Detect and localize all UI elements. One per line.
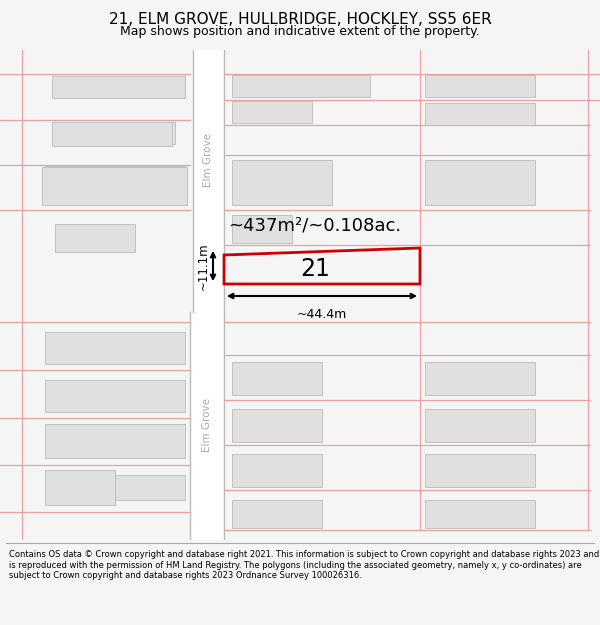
Text: 21, ELM GROVE, HULLBRIDGE, HOCKLEY, SS5 6ER: 21, ELM GROVE, HULLBRIDGE, HOCKLEY, SS5 … bbox=[109, 12, 491, 28]
Bar bbox=[232, 75, 370, 97]
Bar bbox=[55, 77, 185, 97]
Bar bbox=[42, 167, 187, 205]
Bar bbox=[425, 500, 535, 528]
Bar bbox=[232, 500, 322, 528]
Bar bbox=[232, 101, 312, 123]
Bar bbox=[193, 50, 224, 312]
Bar bbox=[45, 166, 185, 200]
Bar bbox=[45, 332, 185, 364]
Text: Elm Grove: Elm Grove bbox=[203, 133, 213, 187]
Bar bbox=[425, 362, 535, 395]
Bar bbox=[425, 75, 535, 97]
Text: Elm Grove: Elm Grove bbox=[202, 398, 212, 452]
Text: ~11.1m: ~11.1m bbox=[197, 242, 210, 290]
Bar bbox=[45, 470, 115, 505]
Text: Contains OS data © Crown copyright and database right 2021. This information is : Contains OS data © Crown copyright and d… bbox=[9, 550, 599, 580]
Bar bbox=[425, 454, 535, 487]
Bar bbox=[55, 224, 135, 252]
Bar bbox=[55, 122, 175, 144]
Bar bbox=[232, 215, 292, 243]
Bar bbox=[425, 409, 535, 442]
Text: ~437m²/~0.108ac.: ~437m²/~0.108ac. bbox=[228, 216, 401, 234]
Bar bbox=[232, 454, 322, 487]
Text: Map shows position and indicative extent of the property.: Map shows position and indicative extent… bbox=[120, 24, 480, 38]
Bar bbox=[45, 424, 185, 458]
Bar bbox=[52, 76, 185, 98]
Bar bbox=[232, 160, 332, 205]
Bar bbox=[45, 380, 185, 412]
Text: ~44.4m: ~44.4m bbox=[297, 308, 347, 321]
Bar bbox=[115, 475, 185, 500]
Text: 21: 21 bbox=[300, 257, 330, 281]
Bar bbox=[425, 160, 535, 205]
Bar bbox=[190, 312, 224, 540]
Bar bbox=[425, 103, 535, 125]
Bar bbox=[232, 362, 322, 395]
Bar bbox=[52, 122, 172, 146]
Bar bbox=[232, 409, 322, 442]
